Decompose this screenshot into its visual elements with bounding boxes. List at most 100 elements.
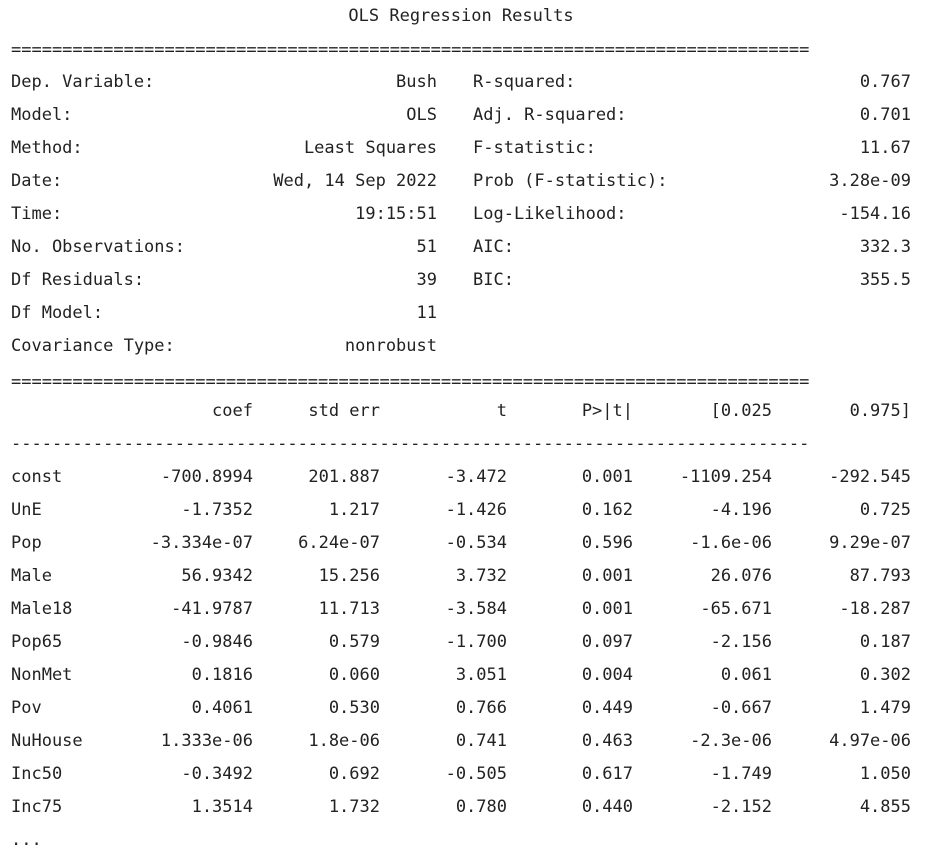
coef-value: 0.530 xyxy=(328,698,380,718)
coef-value: 0.780 xyxy=(455,797,507,817)
coef-value: -18.287 xyxy=(839,599,911,619)
coef-value: -0.667 xyxy=(710,698,772,718)
coef-value: 0.001 xyxy=(581,467,633,487)
stat-value: 11.67 xyxy=(859,138,911,158)
stat-value: 332.3 xyxy=(859,237,911,257)
coef-value: -2.152 xyxy=(710,797,772,817)
stat-value: 355.5 xyxy=(859,270,911,290)
coef-value: 201.887 xyxy=(308,467,380,487)
results-title: OLS Regression Results xyxy=(348,6,574,26)
stat-label: R-squared: xyxy=(473,72,576,92)
variable-name: NuHouse xyxy=(11,731,83,751)
stat-value: 0.701 xyxy=(859,105,911,125)
coef-value: 0.579 xyxy=(328,632,380,652)
summary-value: Least Squares xyxy=(303,138,437,158)
coef-header-row: coef std err t P>|t| [0.025 0.975] xyxy=(0,398,937,424)
summary-label: Df Residuals: xyxy=(11,270,145,290)
summary-label: Dep. Variable: xyxy=(11,72,155,92)
summary-row: No. Observations: 51 AIC: 332.3 xyxy=(0,234,937,260)
variable-name: Inc75 xyxy=(11,797,63,817)
coef-value: 1.333e-06 xyxy=(160,731,253,751)
coef-value: 0.1816 xyxy=(191,665,253,685)
coef-value: -4.196 xyxy=(710,500,772,520)
coef-value: -1.700 xyxy=(445,632,507,652)
coef-row: Pop65 -0.9846 0.579 -1.700 0.097 -2.156 0.187 xyxy=(0,629,937,655)
summary-value: Wed, 14 Sep 2022 xyxy=(273,171,437,191)
coef-row: Male 56.9342 15.256 3.732 0.001 26.076 87.793 xyxy=(0,563,937,589)
single-rule: ----------------------------------------… xyxy=(11,434,810,454)
summary-row: Dep. Variable: Bush R-squared: 0.767 xyxy=(0,69,937,95)
variable-name: Inc50 xyxy=(11,764,63,784)
coef-value: -1.426 xyxy=(445,500,507,520)
coef-value: 0.596 xyxy=(581,533,633,553)
stat-value: 0.767 xyxy=(859,72,911,92)
coef-value: 1.732 xyxy=(328,797,380,817)
coef-value: 0.097 xyxy=(581,632,633,652)
column-header: 0.975] xyxy=(849,401,911,421)
stat-value: 3.28e-09 xyxy=(829,171,911,191)
coef-value: 0.060 xyxy=(328,665,380,685)
coef-value: -3.584 xyxy=(445,599,507,619)
double-rule: ========================================… xyxy=(11,40,810,60)
coef-value: 1.479 xyxy=(859,698,911,718)
coef-value: -0.9846 xyxy=(181,632,253,652)
variable-name: UnE xyxy=(11,500,42,520)
coef-value: 1.8e-06 xyxy=(308,731,380,751)
ellipsis-row: ... xyxy=(0,827,937,853)
coef-row: Male18 -41.9787 11.713 -3.584 0.001 -65.671 -1… xyxy=(0,596,937,622)
variable-name: Male18 xyxy=(11,599,73,619)
variable-name: Pop65 xyxy=(11,632,63,652)
coef-value: 1.217 xyxy=(328,500,380,520)
coef-value: 0.766 xyxy=(455,698,507,718)
variable-name: const xyxy=(11,467,63,487)
stat-label: F-statistic: xyxy=(473,138,596,158)
summary-label: No. Observations: xyxy=(11,237,185,257)
coef-value: 56.9342 xyxy=(181,566,253,586)
coef-row: NuHouse 1.333e-06 1.8e-06 0.741 0.463 -2.3e-0… xyxy=(0,728,937,754)
coef-value: 11.713 xyxy=(318,599,380,619)
summary-label: Time: xyxy=(11,204,63,224)
summary-value: 39 xyxy=(416,270,437,290)
coef-row: Inc75 1.3514 1.732 0.780 0.440 -2.152 4.855 xyxy=(0,794,937,820)
stat-label: Log-Likelihood: xyxy=(473,204,627,224)
stat-label: AIC: xyxy=(473,237,514,257)
coef-value: -41.9787 xyxy=(171,599,253,619)
coef-row: const -700.8994 201.887 -3.472 0.001 -1109.25… xyxy=(0,464,937,490)
coef-row: Pop -3.334e-07 6.24e-07 -0.534 0.596 -1.6e-06… xyxy=(0,530,937,556)
coef-value: -1109.254 xyxy=(679,467,772,487)
summary-label: Date: xyxy=(11,171,63,191)
coef-value: 0.061 xyxy=(720,665,772,685)
coef-value: 0.162 xyxy=(581,500,633,520)
summary-row: Covariance Type: nonrobust xyxy=(0,333,937,359)
column-header: std err xyxy=(308,401,380,421)
coef-value: 1.3514 xyxy=(191,797,253,817)
coef-value: -1.6e-06 xyxy=(690,533,772,553)
summary-label: Covariance Type: xyxy=(11,336,175,356)
coef-value: 0.692 xyxy=(328,764,380,784)
summary-value: Bush xyxy=(396,72,437,92)
summary-label: Method: xyxy=(11,138,83,158)
coef-value: 1.050 xyxy=(859,764,911,784)
coef-row: NonMet 0.1816 0.060 3.051 0.004 0.061 0.302 xyxy=(0,662,937,688)
summary-row: Method: Least Squares F-statistic: 11.67 xyxy=(0,135,937,161)
double-rule: ========================================… xyxy=(11,372,810,392)
summary-value: OLS xyxy=(406,105,437,125)
summary-row: Date: Wed, 14 Sep 2022 Prob (F-statistic):… xyxy=(0,168,937,194)
coef-value: 0.001 xyxy=(581,566,633,586)
coef-value: 0.449 xyxy=(581,698,633,718)
summary-label: Model: xyxy=(11,105,73,125)
coef-value: 0.4061 xyxy=(191,698,253,718)
column-header: [0.025 xyxy=(710,401,772,421)
coef-value: 9.29e-07 xyxy=(829,533,911,553)
variable-name: Male xyxy=(11,566,52,586)
coef-value: 0.187 xyxy=(859,632,911,652)
stat-label: BIC: xyxy=(473,270,514,290)
coef-value: 0.004 xyxy=(581,665,633,685)
summary-value: 19:15:51 xyxy=(355,204,437,224)
coef-value: 0.725 xyxy=(859,500,911,520)
variable-name: Pov xyxy=(11,698,42,718)
coef-value: 4.855 xyxy=(859,797,911,817)
stat-label: Adj. R-squared: xyxy=(473,105,627,125)
coef-value: -292.545 xyxy=(829,467,911,487)
coef-value: -0.505 xyxy=(445,764,507,784)
